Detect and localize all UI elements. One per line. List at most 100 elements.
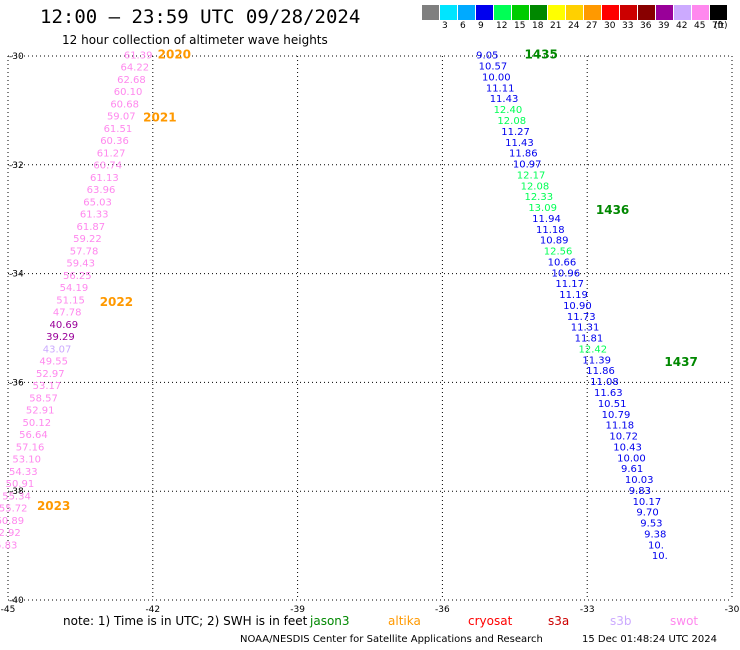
- data-point-label: 52.91: [26, 405, 55, 416]
- generation-timestamp: 15 Dec 01:48:24 UTC 2024: [582, 634, 717, 645]
- x-tick-label: -30: [725, 605, 740, 615]
- color-scale-tick: 42: [676, 21, 688, 31]
- data-point-label: 10.96: [551, 268, 580, 279]
- data-point-label: 56.64: [19, 430, 48, 441]
- data-point-label: 10.90: [563, 301, 592, 312]
- color-scale-tick: 70: [712, 21, 724, 31]
- data-point-label: 47.78: [53, 307, 82, 318]
- color-swatch: [620, 5, 638, 20]
- color-scale-unit: (ft): [714, 21, 728, 31]
- data-point-label: 61.13: [90, 173, 119, 184]
- data-point-label: 61.39: [124, 51, 153, 62]
- color-scale-tick: 18: [532, 21, 544, 31]
- data-point-label: 10.57: [479, 62, 508, 73]
- color-scale-tick: 45: [694, 21, 706, 31]
- color-swatch: [674, 5, 692, 20]
- color-scale-legend: [422, 5, 728, 21]
- color-scale-ticks: 3 6 9 12 15 18 21 24 27 30 33 36 39 42 45 70 (ft): [422, 21, 740, 33]
- time-label: 2023: [37, 499, 70, 513]
- data-point-label: 11.86: [586, 366, 615, 377]
- data-point-label: 11.17: [555, 279, 584, 290]
- time-label: 1436: [596, 203, 629, 217]
- data-point-label: 10.43: [613, 442, 642, 453]
- satellite-legend-item: altika: [388, 614, 421, 628]
- data-point-label: 10.89: [540, 236, 569, 247]
- data-point-label: 53.10: [12, 454, 41, 465]
- data-point-label: 11.08: [590, 377, 619, 388]
- color-swatch: [440, 5, 458, 20]
- data-point-label: 11.31: [571, 323, 600, 334]
- time-label: 1437: [664, 355, 697, 369]
- data-point-label: 55.34: [2, 491, 31, 502]
- data-point-label: 56.25: [63, 271, 92, 282]
- satellite-legend-item: swot: [670, 614, 699, 628]
- color-swatch: [458, 5, 476, 20]
- data-point-label: 50.91: [6, 479, 35, 490]
- data-point-label: 11.81: [575, 334, 604, 345]
- data-point-label: 9.38: [644, 529, 666, 540]
- data-point-label: 65.83: [0, 540, 17, 551]
- satellite-legend-item: s3b: [610, 614, 632, 628]
- data-point-label: 40.69: [50, 320, 79, 331]
- data-point-label: 60.74: [93, 161, 122, 172]
- color-swatch: [512, 5, 530, 20]
- y-tick-label: -32: [9, 161, 24, 171]
- data-point-label: 12.42: [579, 344, 608, 355]
- data-point-label: 61.87: [77, 222, 106, 233]
- data-point-label: 10.: [648, 540, 664, 551]
- data-point-label: 9.70: [636, 508, 658, 519]
- data-point-label: 55.72: [0, 503, 27, 514]
- data-point-label: 60.36: [100, 136, 129, 147]
- data-point-label: 64.22: [120, 63, 149, 74]
- data-point-label: 10.00: [617, 453, 646, 464]
- data-point-label: 61.27: [97, 149, 126, 160]
- data-point-label: 12.33: [524, 192, 553, 203]
- data-point-label: 11.73: [567, 312, 596, 323]
- footer-note: note: 1) Time is in UTC; 2) SWH is in fe…: [63, 614, 308, 628]
- data-point-label: 57.16: [16, 442, 45, 453]
- data-point-label: 11.94: [532, 214, 561, 225]
- y-tick-label: -38: [9, 487, 24, 497]
- data-point-label: 60.89: [0, 516, 24, 527]
- data-point-label: 60.68: [110, 100, 139, 111]
- time-label: 2022: [100, 295, 133, 309]
- data-point-label: 11.11: [486, 83, 515, 94]
- data-point-label: 50.12: [22, 418, 51, 429]
- data-point-label: 54.19: [60, 283, 89, 294]
- color-swatch: [494, 5, 512, 20]
- page-subtitle: 12 hour collection of altimeter wave hei…: [62, 33, 328, 47]
- data-point-label: 11.18: [606, 421, 635, 432]
- data-point-label: 10.17: [633, 497, 662, 508]
- data-point-label: 12.08: [521, 181, 550, 192]
- data-point-label: 39.29: [46, 332, 75, 343]
- color-scale-tick: 27: [586, 21, 598, 31]
- data-point-label: 10.00: [482, 72, 511, 83]
- data-point-label: 62.68: [117, 75, 146, 86]
- data-point-label: 53.17: [33, 381, 62, 392]
- color-swatch: [692, 5, 710, 20]
- data-point-label: 13.09: [528, 203, 557, 214]
- y-tick-label: -36: [9, 378, 24, 388]
- time-label: 2021: [143, 110, 176, 124]
- credit-line: NOAA/NESDIS Center for Satellite Applica…: [240, 634, 543, 645]
- x-tick-label: -42: [145, 605, 160, 615]
- color-scale-tick: 3: [442, 21, 448, 31]
- data-point-label: 9.05: [476, 51, 498, 62]
- data-point-label: 10.79: [602, 410, 631, 421]
- color-scale-tick: 30: [604, 21, 616, 31]
- x-tick-label: -36: [435, 605, 450, 615]
- color-scale-tick: 21: [550, 21, 562, 31]
- data-point-label: 12.08: [497, 116, 526, 127]
- data-point-label: 52.97: [36, 369, 65, 380]
- color-scale-tick: 39: [658, 21, 670, 31]
- satellite-legend-item: s3a: [548, 614, 570, 628]
- data-point-label: 11.63: [594, 388, 623, 399]
- color-swatch: [638, 5, 656, 20]
- x-tick-label: -33: [580, 605, 595, 615]
- data-point-label: 11.43: [505, 138, 534, 149]
- data-point-label: 54.33: [9, 467, 38, 478]
- color-swatch: [584, 5, 602, 20]
- data-point-label: 12.56: [544, 247, 573, 258]
- color-scale-tick: 15: [514, 21, 526, 31]
